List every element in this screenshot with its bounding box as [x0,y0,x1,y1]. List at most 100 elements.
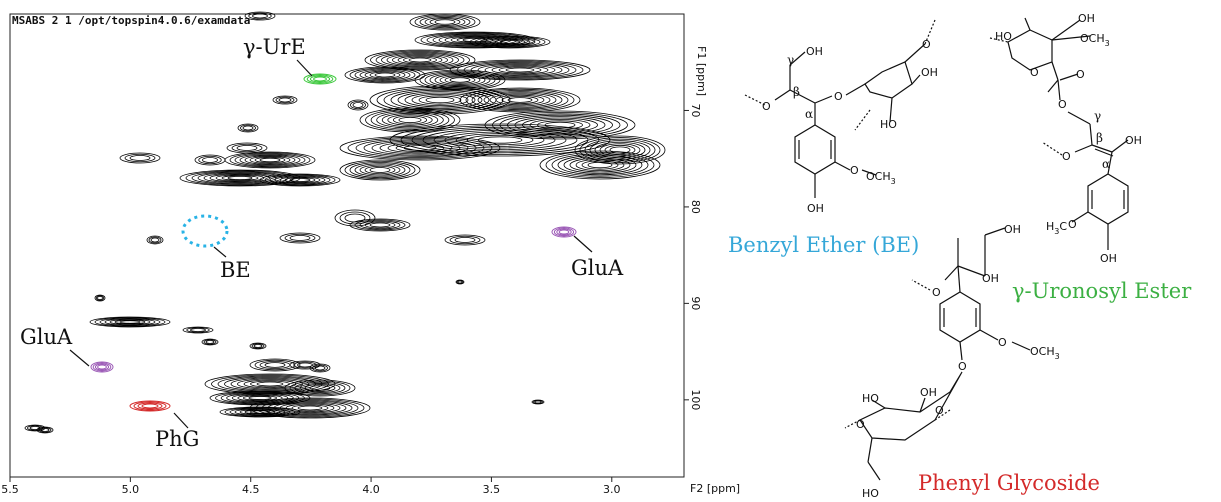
contour-line [227,175,253,180]
contour-line [359,107,461,133]
contour-line [479,37,541,47]
contour-line [429,18,461,26]
contour-line [234,408,286,416]
contour-line [279,232,321,244]
contour-line [94,294,106,302]
contour-line [354,219,406,231]
contour-line [371,140,469,156]
annotation-ure-leader [296,59,313,77]
contour-line [344,160,416,180]
chem-o: O [998,336,1007,349]
contour-line [477,91,563,109]
chem-oh: OH [1125,134,1142,147]
glua-peak-right [558,229,570,235]
annotation-glua-right: GluA [571,256,624,280]
chem-o: O [935,404,944,417]
contour-line [109,319,151,325]
chem-o: O [958,360,967,373]
chem-oh: OH [807,202,824,215]
contour-line [249,342,267,350]
contour-line [398,116,422,124]
chem-o: O [1068,218,1077,231]
contour-line [491,65,549,75]
contour-line [424,17,466,27]
contour-line [291,404,329,412]
contour-line [403,56,437,64]
contour-line [390,89,490,111]
y-tick-label: 90 [689,296,702,310]
contour-line [354,68,416,82]
contour-line [456,280,464,284]
contour-line [201,338,219,346]
contour-line [495,94,545,106]
contour-line [349,218,411,232]
contour-line [579,137,661,163]
contour-line [284,177,316,183]
chem-h3co: H3C [1046,220,1067,236]
contour-line [237,123,259,133]
chem-o: O [762,100,771,113]
contour-line [414,31,536,49]
contour-line [489,38,531,46]
phg-peak [133,401,167,411]
contour-line [190,328,206,332]
contour-line [457,280,463,284]
contour-line [484,110,636,140]
y-axis: F1 [ppm] 70 80 90 100 [684,46,708,410]
chem-o: O [1076,68,1085,81]
contour-line [244,409,276,415]
contour-line [439,75,481,85]
contour-line [344,66,426,84]
contour-line [369,222,391,228]
chem-ho: HO [995,30,1012,43]
glua-peak-right [553,227,575,237]
chem-ho: HO [862,487,879,500]
contour-line [403,145,437,151]
contour-line [363,139,477,157]
annotation-glua-right-leader [573,235,593,253]
annotation-ure: γ-UrE [243,35,306,59]
contour-line [395,143,445,152]
contour-line [557,154,643,176]
contour-line [229,407,291,417]
contour-line [364,221,396,229]
contour-line [278,97,292,103]
contour-line [231,143,263,153]
y-tick-label: 70 [689,103,702,117]
contour-line [269,175,331,185]
annotation-be: BE [220,258,251,282]
contour-line [259,157,281,163]
contour-line [186,327,210,333]
contour-line [419,15,471,29]
contour-line [531,399,545,405]
contour-line [533,400,543,404]
contour-line [226,142,268,154]
contour-peaks [24,11,666,434]
contour-line [251,343,265,349]
contour-line [244,155,296,165]
contour-line [221,175,259,181]
contour-line [459,87,581,113]
contour-line [418,95,462,105]
benzyl-ether-structure [744,19,936,198]
contour-line [234,153,306,167]
contour-line [194,154,226,166]
contour-line [414,69,506,91]
contour-line [370,50,470,70]
hsqc-spectrum: MSABS 2 1 /opt/topspin4.0.6/examdata F2 … [1,11,740,496]
structure-name-ure: γ-Uronosyl Ester [1012,279,1192,303]
contour-line [264,362,286,368]
contour-line [449,77,471,83]
contour-line [420,32,530,48]
contour-line [202,157,218,163]
contour-line [191,171,289,185]
contour-line [381,112,439,128]
contour-line [465,88,575,112]
contour-line [581,160,619,170]
contour-line [198,155,222,165]
chem-o: O [856,418,865,431]
contour-line [249,156,291,164]
contour-line [94,317,166,327]
contour-line [274,175,326,185]
contour-line [359,220,401,230]
